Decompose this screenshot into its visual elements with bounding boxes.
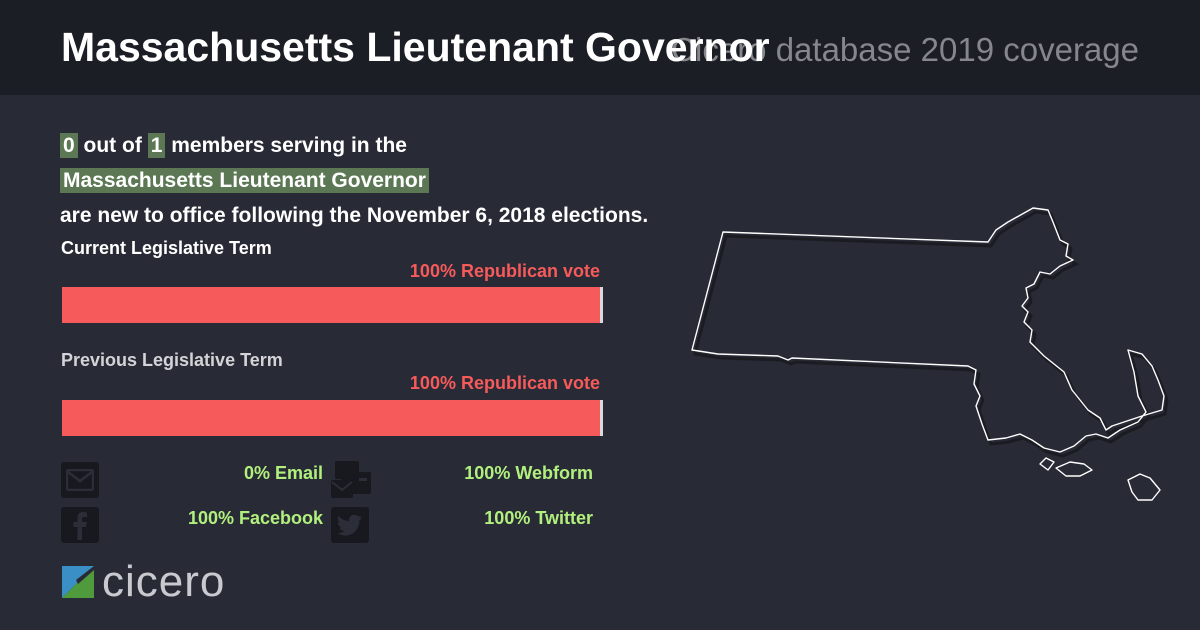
current-vote-label: 100% Republican vote bbox=[409, 261, 600, 281]
current-term-label: Current Legislative Term bbox=[61, 238, 272, 258]
webform-stat: 100% Webform bbox=[464, 463, 593, 483]
email-stat: 0% Email bbox=[243, 463, 323, 483]
summary-line-2: Massachusetts Lieutenant Governor bbox=[60, 163, 648, 198]
previous-term-label: Previous Legislative Term bbox=[61, 350, 283, 370]
logo-text: cicero bbox=[102, 557, 226, 606]
facebook-stat: 100% Facebook bbox=[187, 508, 323, 528]
summary-line-1: 0 out of 1 members serving in the bbox=[60, 128, 648, 163]
header-bar: Cicero database 2019 coverage Massachuse… bbox=[0, 0, 1200, 95]
massachusetts-map bbox=[691, 207, 1169, 501]
out-of-text: out of bbox=[83, 134, 142, 157]
envelope-icon bbox=[61, 462, 99, 498]
summary-line-3: are new to office following the November… bbox=[60, 204, 649, 227]
summary-text: 0 out of 1 members serving in the Massac… bbox=[60, 128, 648, 233]
body-name: Massachusetts Lieutenant Governor bbox=[60, 168, 429, 193]
summary-line-1-suffix: members serving in the bbox=[171, 134, 407, 157]
twitter-icon bbox=[331, 507, 369, 543]
previous-vote-label: 100% Republican vote bbox=[409, 373, 600, 393]
previous-term-bar bbox=[62, 400, 603, 436]
twitter-stat: 100% Twitter bbox=[484, 508, 593, 528]
page-title: Massachusetts Lieutenant Governor bbox=[61, 24, 770, 70]
current-term-bar bbox=[62, 287, 603, 323]
header-subtitle: Cicero database 2019 coverage bbox=[671, 31, 1139, 68]
cicero-logo-mark bbox=[62, 566, 94, 598]
total-count: 1 bbox=[147, 133, 166, 158]
facebook-icon bbox=[61, 507, 99, 543]
webform-icon bbox=[331, 460, 371, 500]
cicero-logo: cicero bbox=[62, 560, 225, 604]
new-count: 0 bbox=[60, 133, 78, 158]
